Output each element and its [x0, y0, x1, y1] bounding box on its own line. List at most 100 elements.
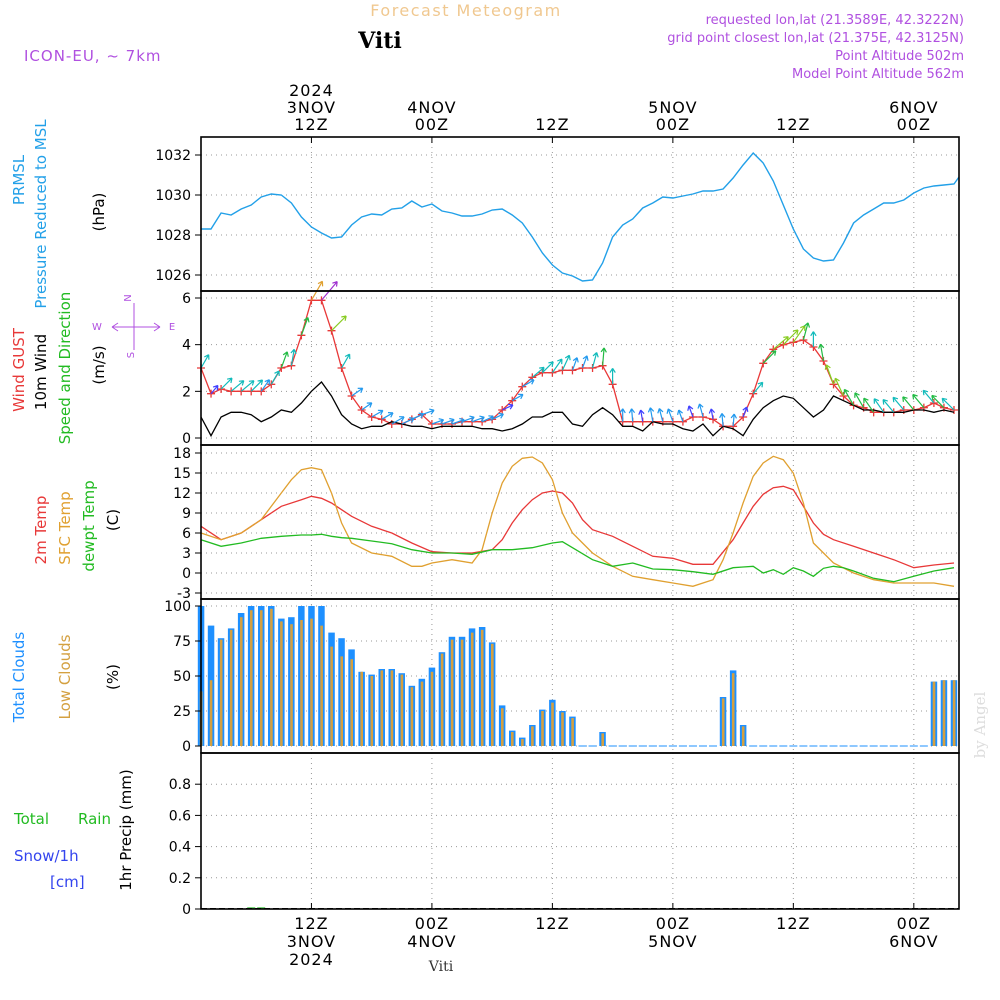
wind-direction-arrow: [902, 396, 915, 411]
model-altitude: Model Point Altitude 562m: [792, 67, 964, 82]
gust-marker: [377, 415, 386, 424]
ytick-label: 25: [173, 704, 191, 720]
bottom-time-label: 00Z: [415, 914, 449, 933]
top-time-label: 6NOV: [889, 98, 938, 117]
wind-direction-arrow: [561, 354, 571, 371]
gust-marker: [498, 406, 507, 414]
low-clouds-label: Low Clouds: [56, 634, 74, 719]
low-cloud-bar: [731, 673, 735, 746]
ytick-label: 0: [182, 739, 191, 755]
gust-marker: [337, 364, 346, 372]
gust-marker: [769, 345, 778, 354]
low-cloud-bar: [470, 632, 474, 746]
wind-direction-arrow: [481, 415, 494, 423]
gust-marker: [799, 336, 808, 344]
wind-direction-arrow: [270, 370, 280, 385]
wind-direction-arrow: [260, 379, 270, 392]
low-cloud-bar: [390, 670, 394, 746]
wind-direction-arrow: [331, 315, 347, 332]
top-time-label: 5NOV: [648, 98, 697, 117]
ytick-label: 1028: [155, 228, 191, 244]
tick-layer: 10261028103010320246-3036912151802550751…: [155, 81, 938, 969]
wind-axis-labels: Wind GUST 10m Wind Speed and Direction (…: [10, 292, 108, 445]
low-cloud-bar: [260, 610, 263, 746]
wind-direction-arrow: [619, 408, 626, 422]
wind-direction-arrow: [892, 396, 905, 411]
ytick-label: 6: [182, 526, 191, 542]
wind-direction-arrow: [220, 377, 233, 390]
cloud-unit: (%): [104, 664, 122, 690]
compass-arrows: [111, 303, 161, 350]
gust-marker: [839, 392, 848, 400]
gust-marker: [929, 399, 938, 407]
wind-direction-arrow: [931, 394, 945, 409]
low-cloud-bar: [380, 670, 384, 746]
wind-direction-arrow: [687, 405, 694, 418]
ytick-label: 1026: [155, 268, 191, 284]
gust-marker: [307, 296, 316, 305]
wind-direction-arrow: [719, 413, 726, 427]
low-cloud-bar: [932, 681, 936, 746]
wind-direction-arrow: [912, 393, 925, 409]
wind-direction-arrow: [863, 397, 875, 413]
top-time-label: 3NOV: [287, 98, 336, 117]
low-cloud-bar: [440, 653, 444, 746]
gust-marker: [267, 380, 276, 389]
wind-direction-arrow: [882, 399, 895, 413]
low-cloud-bar: [209, 680, 213, 746]
ytick-label: 1032: [155, 148, 191, 164]
wind-direction-arrow: [843, 388, 855, 406]
grid-layer: [201, 137, 959, 910]
wind-direction-arrow: [551, 358, 563, 374]
low-cloud-bar: [601, 733, 604, 746]
wind-dir-label: Speed and Direction: [56, 292, 74, 445]
low-cloud-bar: [219, 639, 223, 746]
wind-direction-arrow: [461, 415, 475, 423]
wind-direction-arrow: [854, 392, 865, 408]
bottom-time-label: 3NOV: [287, 932, 336, 951]
gust-series-line: [200, 299, 955, 427]
ytick-label: 4: [182, 338, 191, 354]
model-label: ICON-EU, ~ 7km: [24, 47, 162, 65]
total-clouds-label: Total Clouds: [10, 632, 28, 724]
low-cloud-bar: [310, 618, 313, 746]
wind-direction-arrow: [730, 413, 738, 427]
low-cloud-bar: [460, 639, 464, 746]
wind-direction-arrow: [708, 408, 716, 420]
bottom-time-label: 00Z: [897, 914, 931, 933]
ytick-label: 0: [182, 566, 191, 582]
low-cloud-bar: [320, 625, 323, 746]
wind-direction-arrow: [250, 379, 264, 392]
bottom-time-label: 00Z: [656, 914, 690, 933]
bottom-time-label: 4NOV: [407, 932, 456, 951]
precip-ylabel: 1hr Precip (mm): [117, 769, 135, 890]
wind-direction-arrow: [591, 352, 599, 369]
wind-direction-arrow: [431, 418, 445, 425]
top-time-label: 12Z: [535, 115, 569, 134]
wind-direction-arrow: [200, 354, 210, 369]
ytick-label: 1030: [155, 188, 191, 204]
ytick-label: 50: [173, 669, 191, 685]
ytick-label: 12: [173, 486, 191, 502]
gust-label: Wind GUST: [10, 327, 28, 412]
wind-direction-arrow: [230, 380, 245, 392]
temp-unit: (C): [104, 509, 122, 531]
wind-direction-arrow: [341, 353, 351, 369]
low-cloud-bar: [400, 674, 404, 746]
low-cloud-bar: [270, 608, 273, 746]
ytick-label: 0.8: [169, 777, 191, 793]
wind-series-line: [200, 381, 955, 438]
location-title: Viti: [357, 28, 402, 54]
low-cloud-bar: [511, 732, 514, 746]
low-cloud-bar: [410, 687, 414, 746]
low-cloud-bar: [561, 712, 564, 746]
low-cloud-bar: [952, 680, 956, 746]
top-time-label: 12Z: [776, 115, 810, 134]
ytick-label: 0.2: [169, 871, 191, 887]
low-cloud-bar: [450, 639, 454, 746]
wind-direction-arrow: [628, 408, 636, 422]
wind-direction-arrow: [381, 412, 394, 420]
bottom-time-label: 12Z: [535, 914, 569, 933]
gust-marker: [317, 296, 326, 305]
